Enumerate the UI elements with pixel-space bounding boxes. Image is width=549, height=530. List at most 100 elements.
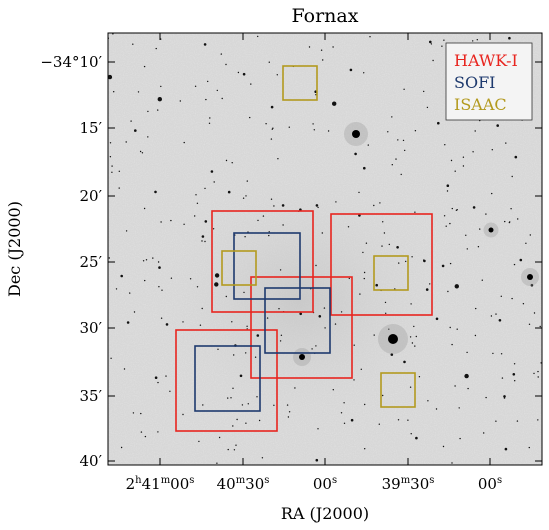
star [413, 325, 415, 328]
star [496, 124, 500, 127]
star [242, 72, 246, 76]
star [232, 425, 234, 427]
star [179, 100, 181, 102]
star [201, 240, 203, 242]
star [451, 343, 453, 346]
star [276, 74, 278, 76]
bright-star [352, 130, 360, 138]
x-tick-label: 2h41m00s [126, 475, 195, 493]
star [256, 334, 260, 337]
star [227, 397, 229, 399]
sofi-field [194, 345, 261, 412]
star [363, 166, 366, 170]
star [147, 136, 149, 138]
star [315, 345, 317, 347]
star [247, 403, 249, 405]
star [115, 288, 118, 290]
star [343, 402, 345, 404]
star [537, 370, 539, 373]
star [530, 283, 534, 287]
star [246, 325, 248, 327]
star [435, 317, 439, 321]
star [509, 221, 511, 223]
star [165, 323, 169, 326]
y-tick-labels: −34°10′ 15′ 20′ 25′ 30′ 35′ 40′ [40, 53, 102, 470]
star [204, 240, 206, 243]
star [454, 385, 456, 387]
star [110, 357, 112, 359]
star [441, 45, 443, 47]
star [132, 43, 134, 45]
star [540, 362, 542, 364]
star [230, 397, 232, 399]
star [462, 156, 465, 158]
star [353, 379, 355, 381]
star [495, 420, 497, 422]
star [196, 202, 199, 204]
star [268, 234, 270, 237]
star [498, 319, 502, 322]
star [474, 334, 477, 337]
x-axis [159, 33, 491, 465]
star [112, 33, 114, 35]
star [525, 242, 527, 244]
star [397, 419, 400, 421]
star-field [108, 33, 542, 464]
star [244, 236, 246, 238]
star [160, 317, 163, 319]
legend-entry-hawki: HAWK-I [454, 51, 518, 70]
star [257, 219, 259, 222]
star [382, 221, 384, 223]
star [358, 191, 360, 194]
star [429, 40, 432, 44]
star [443, 39, 445, 41]
sofi-field [264, 287, 331, 354]
star [195, 194, 197, 196]
star [354, 152, 357, 156]
star [450, 159, 453, 162]
star [364, 448, 366, 450]
star [315, 458, 319, 462]
star [194, 215, 196, 217]
star [118, 187, 120, 189]
star [129, 292, 131, 294]
star [332, 46, 334, 48]
star [279, 340, 282, 342]
star [379, 202, 381, 204]
star [132, 412, 135, 414]
star [268, 231, 270, 233]
star [425, 288, 429, 291]
star [327, 130, 330, 132]
star [315, 264, 317, 267]
star [125, 141, 127, 143]
star [155, 47, 157, 50]
hawki-field [175, 329, 278, 432]
star [503, 395, 506, 398]
star [414, 130, 417, 132]
star [513, 363, 516, 365]
star [391, 164, 393, 166]
star [198, 440, 200, 443]
star [225, 295, 227, 298]
bright-star [527, 274, 533, 280]
star [158, 266, 161, 269]
star [221, 97, 223, 100]
star [432, 59, 434, 62]
star [446, 184, 450, 187]
star [396, 246, 399, 249]
star [533, 312, 536, 314]
star [143, 207, 146, 210]
star [360, 368, 362, 370]
isaac-field [221, 250, 257, 286]
star [109, 142, 112, 144]
star [130, 120, 132, 122]
star [365, 242, 368, 244]
star [213, 181, 215, 183]
star [442, 445, 445, 448]
y-tick-label: 25′ [80, 253, 103, 271]
star [441, 264, 445, 268]
star [510, 208, 512, 210]
star [231, 321, 233, 323]
star [449, 262, 452, 265]
